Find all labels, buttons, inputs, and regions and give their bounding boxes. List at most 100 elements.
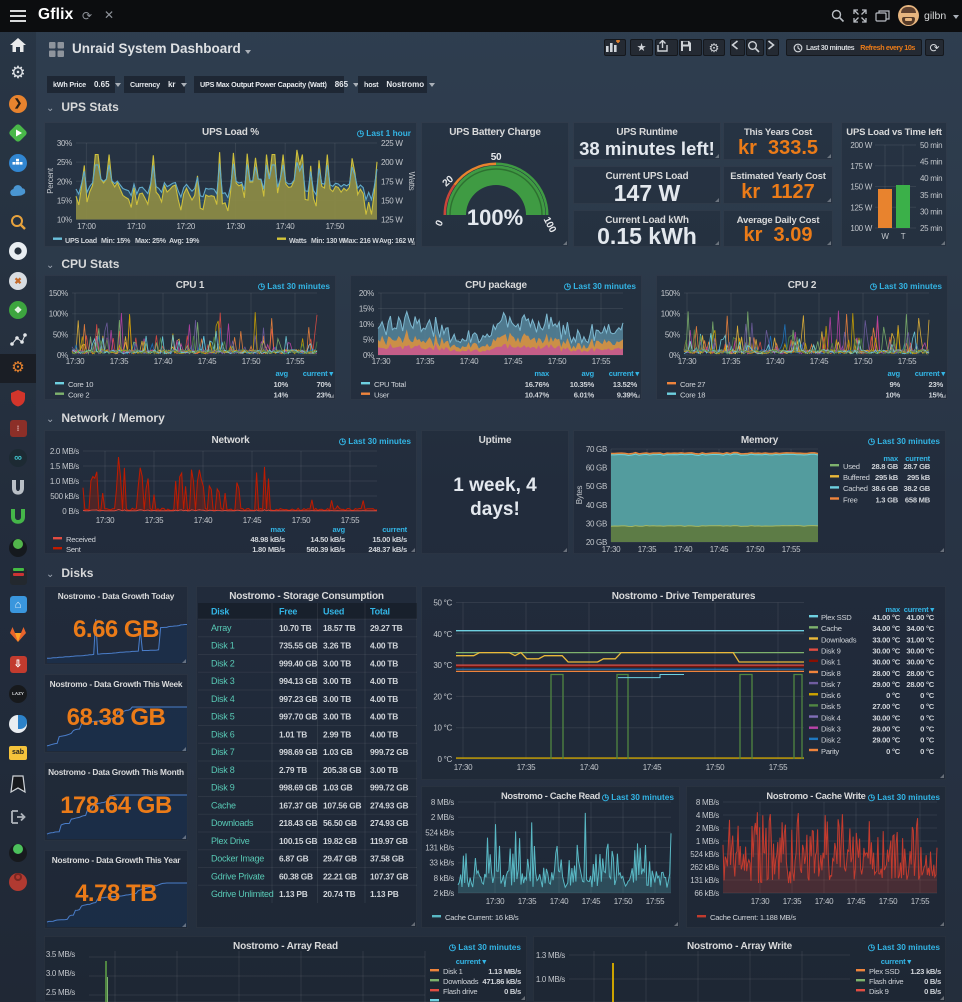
- svg-text:Disk 2: Disk 2: [821, 736, 841, 745]
- svg-text:33 kB/s: 33 kB/s: [429, 859, 454, 868]
- svg-text:Cached: Cached: [843, 484, 868, 493]
- svg-text:48.98 kB/s: 48.98 kB/s: [250, 535, 285, 544]
- svg-text:40 GB: 40 GB: [586, 501, 607, 510]
- svg-text:107.37 GB: 107.37 GB: [370, 871, 408, 881]
- svg-text:current ▾: current ▾: [303, 369, 335, 378]
- svg-text:29.27 TB: 29.27 TB: [370, 623, 403, 633]
- svg-text:471.86 kB/s: 471.86 kB/s: [482, 977, 521, 986]
- svg-text:Disk 3: Disk 3: [211, 676, 235, 686]
- svg-text:295 kB: 295 kB: [907, 473, 931, 482]
- svg-text:1.80 MB/s: 1.80 MB/s: [252, 545, 285, 554]
- svg-text:1.13 PB: 1.13 PB: [370, 889, 399, 899]
- svg-text:0 °C: 0 °C: [920, 736, 935, 745]
- svg-text:20 °C: 20 °C: [433, 692, 452, 701]
- svg-text:Gdrive Private: Gdrive Private: [211, 871, 265, 881]
- svg-text:1.01 TB: 1.01 TB: [279, 729, 307, 739]
- svg-text:35 min: 35 min: [920, 191, 942, 200]
- svg-text:17:50: 17:50: [326, 222, 345, 231]
- svg-text:20 GB: 20 GB: [586, 538, 607, 547]
- svg-text:8 kB/s: 8 kB/s: [434, 874, 455, 883]
- svg-text:17:00: 17:00: [77, 222, 96, 231]
- svg-text:22.21 GB: 22.21 GB: [323, 871, 357, 881]
- svg-text:295 kB: 295 kB: [875, 473, 899, 482]
- svg-text:17:40: 17:40: [194, 516, 213, 525]
- svg-text:3.0 MB/s: 3.0 MB/s: [46, 969, 75, 978]
- svg-text:735.55 GB: 735.55 GB: [279, 641, 317, 651]
- svg-text:17:55: 17:55: [911, 897, 930, 906]
- svg-text:998.69 GB: 998.69 GB: [279, 747, 317, 757]
- svg-text:4.00 TB: 4.00 TB: [370, 729, 398, 739]
- svg-text:CPU Total: CPU Total: [374, 380, 406, 389]
- svg-text:max: max: [534, 369, 550, 378]
- svg-text:Disk 9: Disk 9: [821, 646, 841, 655]
- svg-text:225 W: 225 W: [381, 139, 403, 148]
- svg-text:38.6 GB: 38.6 GB: [871, 484, 898, 493]
- svg-text:60.38 GB: 60.38 GB: [279, 871, 313, 881]
- svg-text:Core 27: Core 27: [680, 380, 705, 389]
- svg-text:Core 18: Core 18: [680, 391, 705, 400]
- svg-text:Disk 3: Disk 3: [821, 725, 841, 734]
- svg-text:23%: 23%: [317, 391, 332, 400]
- svg-text:17:30: 17:30: [486, 897, 505, 906]
- svg-text:10 °C: 10 °C: [433, 724, 452, 733]
- svg-text:262 kB/s: 262 kB/s: [690, 863, 719, 872]
- svg-text:2.5 MB/s: 2.5 MB/s: [46, 988, 75, 997]
- svg-text:23%: 23%: [929, 380, 944, 389]
- svg-text:28.8 GB: 28.8 GB: [871, 462, 898, 471]
- svg-text:34.00 °C: 34.00 °C: [872, 624, 900, 633]
- svg-text:1.3 MB/s: 1.3 MB/s: [536, 951, 565, 960]
- svg-text:Disk 1: Disk 1: [443, 967, 463, 976]
- svg-text:8 MB/s: 8 MB/s: [431, 798, 454, 807]
- svg-text:Max: 25%: Max: 25%: [135, 236, 167, 245]
- svg-text:2.99 TB: 2.99 TB: [323, 729, 351, 739]
- svg-text:Max: 216 W: Max: 216 W: [343, 238, 379, 245]
- svg-text:0 °C: 0 °C: [920, 713, 935, 722]
- svg-text:3.00 TB: 3.00 TB: [370, 765, 398, 775]
- svg-text:205.38 GB: 205.38 GB: [323, 765, 361, 775]
- svg-text:150%: 150%: [661, 289, 680, 298]
- svg-text:Parity: Parity: [821, 747, 839, 756]
- svg-text:56.50 GB: 56.50 GB: [323, 818, 357, 828]
- svg-text:3.00 TB: 3.00 TB: [323, 712, 351, 722]
- svg-text:Total: Total: [370, 607, 390, 617]
- svg-text:30%: 30%: [57, 139, 72, 148]
- svg-text:Docker Image: Docker Image: [211, 854, 264, 864]
- svg-text:4.00 TB: 4.00 TB: [370, 641, 398, 651]
- svg-text:0 B/s: 0 B/s: [924, 977, 941, 986]
- svg-text:Downloads: Downloads: [821, 635, 857, 644]
- svg-text:17:50: 17:50: [548, 357, 567, 366]
- svg-text:0 °C: 0 °C: [920, 691, 935, 700]
- svg-text:Core 10: Core 10: [68, 380, 93, 389]
- svg-text:5%: 5%: [363, 336, 374, 345]
- svg-text:17:30: 17:30: [372, 357, 391, 366]
- svg-text:17:30: 17:30: [602, 545, 621, 554]
- svg-text:17:45: 17:45: [504, 357, 523, 366]
- svg-text:6.01%: 6.01%: [574, 391, 595, 400]
- svg-text:150%: 150%: [49, 289, 68, 298]
- svg-text:17:30: 17:30: [678, 357, 697, 366]
- svg-text:524 kB/s: 524 kB/s: [425, 828, 454, 837]
- svg-text:41.00 °C: 41.00 °C: [872, 613, 900, 622]
- svg-text:avg: avg: [582, 369, 595, 378]
- svg-text:1.03 GB: 1.03 GB: [323, 747, 353, 757]
- svg-text:17:50: 17:50: [706, 763, 725, 772]
- svg-text:Disk 1: Disk 1: [821, 658, 841, 667]
- svg-text:Disk 5: Disk 5: [211, 712, 235, 722]
- svg-text:8 MB/s: 8 MB/s: [696, 798, 719, 807]
- svg-text:15%: 15%: [929, 391, 944, 400]
- svg-text:17:30: 17:30: [66, 357, 85, 366]
- svg-text:29.00 °C: 29.00 °C: [872, 725, 900, 734]
- svg-text:17:40: 17:40: [766, 357, 785, 366]
- svg-text:2 MB/s: 2 MB/s: [431, 813, 454, 822]
- svg-text:10%: 10%: [274, 380, 289, 389]
- svg-text:30.00 °C: 30.00 °C: [906, 658, 934, 667]
- svg-text:13.52%: 13.52%: [613, 380, 638, 389]
- svg-text:10%: 10%: [886, 391, 901, 400]
- svg-text:17:10: 17:10: [127, 222, 146, 231]
- svg-text:17:20: 17:20: [177, 222, 196, 231]
- svg-text:Disk 7: Disk 7: [821, 680, 841, 689]
- svg-text:17:40: 17:40: [154, 357, 173, 366]
- svg-text:17:40: 17:40: [276, 222, 295, 231]
- svg-text:25%: 25%: [57, 158, 72, 167]
- svg-text:3.5 MB/s: 3.5 MB/s: [46, 950, 75, 959]
